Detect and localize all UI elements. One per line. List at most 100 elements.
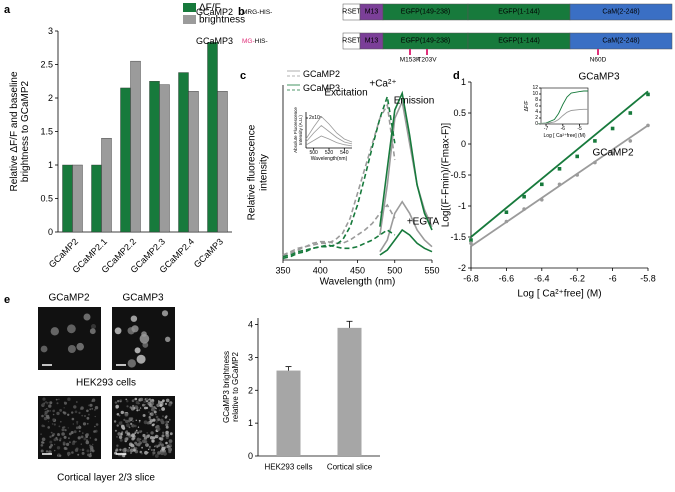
cell-blob <box>117 400 120 403</box>
y-tick-label: 0.5 <box>40 194 53 204</box>
cell-blob <box>57 455 59 457</box>
x-tick-label: 400 <box>313 265 328 275</box>
prefix-part: MG- <box>242 38 255 45</box>
x-tick-label: -6.4 <box>534 273 550 283</box>
legend-label: GCaMP2 <box>303 69 340 79</box>
cell-blob <box>79 449 81 451</box>
cell-blob <box>158 441 161 445</box>
cell-blob <box>56 446 61 450</box>
inset-x-tick-label: 520 <box>325 150 334 156</box>
cell-blob <box>87 413 90 416</box>
cell-blob <box>152 451 156 455</box>
cell-blob <box>66 442 70 446</box>
cell-blob <box>138 402 140 405</box>
cell-blob <box>53 438 57 442</box>
cell-blob <box>91 408 94 410</box>
cell-blob <box>135 419 137 421</box>
x-tick-label: 550 <box>424 265 439 275</box>
annotation: +Ca²⁺ <box>369 79 396 90</box>
cell-blob <box>157 444 161 447</box>
cell-blob <box>51 434 54 437</box>
cell-blob <box>63 401 66 404</box>
cell-blob <box>168 418 171 421</box>
cell-blob <box>152 423 155 426</box>
cell-blob <box>116 413 120 416</box>
cell-blob <box>128 426 131 429</box>
cell-blob <box>164 402 168 405</box>
inset-y-tick-label: 10 <box>532 91 538 97</box>
cell-blob <box>86 449 90 453</box>
cell-blob <box>42 441 45 444</box>
cell-blob <box>146 402 149 405</box>
cell-blob <box>117 432 121 436</box>
cell-blob <box>68 441 71 444</box>
image-column-label: GCaMP2 <box>48 293 90 304</box>
cell-blob <box>146 434 150 438</box>
annotation: +EGTA <box>407 217 440 228</box>
x-tick-label: -6.8 <box>463 273 479 283</box>
cell-blob <box>144 450 148 455</box>
y-tick-label: -0.5 <box>450 170 466 180</box>
mutation-label: T203V <box>417 57 437 64</box>
cell-blob <box>54 449 56 452</box>
cell-blob <box>91 447 94 449</box>
cell-blob <box>132 399 135 401</box>
cell-blob <box>88 404 90 407</box>
y-tick-label: 1 <box>248 418 253 428</box>
cell-blob <box>116 424 119 427</box>
cell-blob <box>161 407 166 411</box>
cell-blob <box>44 410 48 415</box>
cell-blob <box>149 404 153 408</box>
cell-blob <box>88 444 91 447</box>
cell-blob <box>67 397 71 401</box>
cell-blob <box>169 432 173 436</box>
cell-blob <box>74 448 79 452</box>
cell-blob <box>120 410 125 415</box>
y-tick-label: 1 <box>461 77 466 87</box>
cell-blob <box>136 431 140 434</box>
axis-label: Absolute Fluorescence <box>293 107 298 153</box>
cell-blob <box>67 451 71 456</box>
cell-blob <box>152 418 156 422</box>
cell-blob <box>156 435 159 437</box>
cell-blob <box>163 451 167 456</box>
bar <box>337 327 362 456</box>
cell-blob <box>86 416 90 420</box>
y-tick-label: 0.5 <box>453 108 466 118</box>
y-tick-label: 1.5 <box>40 127 53 137</box>
cell-blob <box>119 400 122 403</box>
cell-blob <box>138 421 141 423</box>
point <box>628 139 633 143</box>
mutation-label: M153K <box>400 57 421 64</box>
cell-blob <box>58 398 60 400</box>
cell-blob <box>41 414 44 418</box>
inset-x-tick-label: -6 <box>561 126 566 132</box>
cell-blob <box>116 444 119 447</box>
inset-y-tick-label: 0 <box>535 121 538 127</box>
cell-blob <box>168 403 172 407</box>
cell-blob <box>49 440 53 444</box>
y-tick-label: 0 <box>248 451 253 461</box>
point <box>593 160 597 165</box>
point <box>628 111 633 115</box>
cell-blob <box>131 325 139 333</box>
cell-blob <box>121 431 124 434</box>
axis-label: brightness to GCaMP2 <box>20 80 31 182</box>
cell-blob <box>53 443 56 446</box>
domain-box <box>569 32 673 50</box>
cell-blob <box>144 404 146 406</box>
spectrum-line <box>379 228 433 256</box>
cell-blob <box>160 451 164 456</box>
cell-blob <box>118 421 123 426</box>
cell-blob <box>114 429 117 432</box>
point <box>540 182 544 187</box>
domain-label: RSET <box>342 38 361 45</box>
cell-blob <box>42 425 46 428</box>
cell-blob <box>146 432 149 434</box>
cell-blob <box>84 415 86 417</box>
axis-label: Log[(F-Fmin)/(Fmax-F)] <box>441 123 452 228</box>
cell-blob <box>151 439 155 443</box>
cell-blob <box>143 400 146 404</box>
cell-blob <box>155 421 158 423</box>
inset-line <box>537 108 588 125</box>
